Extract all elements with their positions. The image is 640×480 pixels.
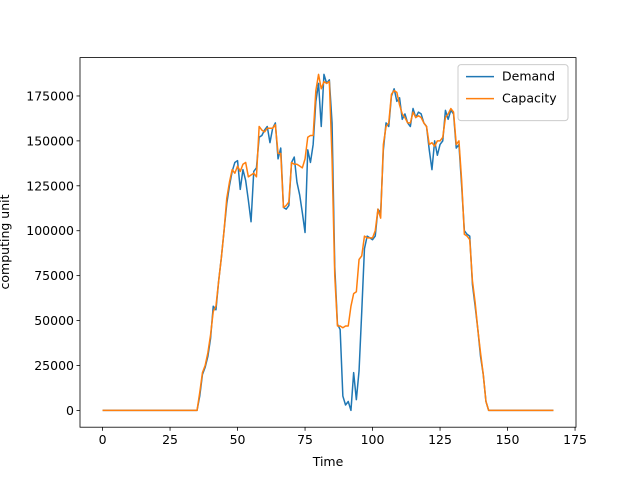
- x-tick-label: 25: [162, 432, 178, 447]
- legend-label: Demand: [502, 69, 555, 84]
- y-tick-label: 125000: [26, 178, 74, 193]
- y-tick-label: 50000: [34, 313, 74, 328]
- data-line: [102, 73, 554, 412]
- y-axis-label: computing unit: [0, 194, 12, 289]
- data-line: [102, 73, 554, 412]
- y-tick-label: 150000: [26, 133, 74, 148]
- x-tick-label: 150: [496, 432, 520, 447]
- x-tick-label: 100: [361, 432, 385, 447]
- legend-box: [457, 64, 569, 122]
- y-tick-label: 100000: [26, 223, 74, 238]
- legend-label: Capacity: [502, 91, 557, 106]
- plot-frame: [79, 57, 577, 428]
- y-tick-label: 175000: [26, 88, 74, 103]
- x-tick-label: 50: [230, 432, 246, 447]
- x-tick-label: 125: [428, 432, 452, 447]
- y-tick-label: 0: [66, 403, 74, 418]
- x-axis-label: Time: [312, 454, 344, 469]
- x-tick-label: 75: [297, 432, 313, 447]
- y-tick-label: 25000: [34, 358, 74, 373]
- x-tick-label: 175: [563, 432, 587, 447]
- y-tick-label: 75000: [34, 268, 74, 283]
- legend: Demand Capacity: [457, 64, 569, 122]
- x-tick-label: 0: [99, 432, 107, 447]
